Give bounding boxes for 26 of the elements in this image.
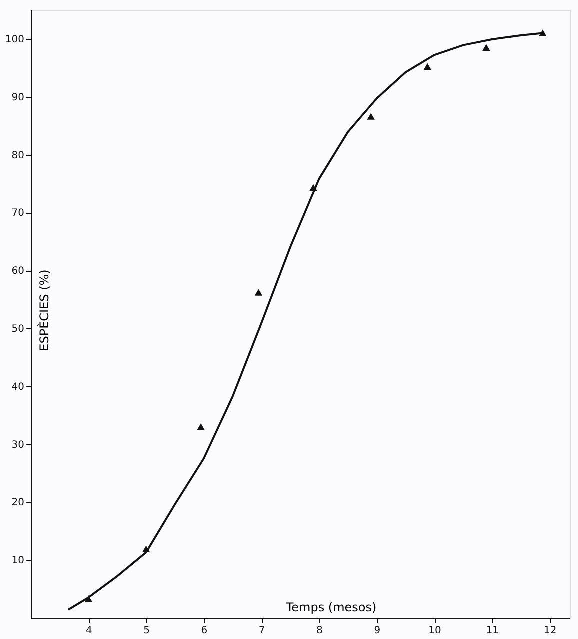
y-tick-label: 20 — [12, 498, 24, 509]
y-tick-label: 80 — [12, 150, 24, 162]
x-tick-label: 5 — [144, 626, 150, 636]
point — [367, 113, 375, 120]
x-tick-label: 4 — [86, 626, 92, 636]
y-tick-label: 10 — [12, 556, 24, 567]
x-tick-label: 10 — [428, 626, 442, 636]
y-tick-label: 50 — [12, 324, 24, 335]
y-tick-label: 30 — [12, 440, 24, 451]
y-tick-label: 40 — [12, 382, 24, 393]
point — [482, 44, 490, 51]
x-tick-label: 12 — [544, 626, 557, 636]
y-tick-label: 70 — [12, 208, 24, 220]
x-tick-label: 6 — [201, 626, 208, 636]
point — [197, 424, 205, 430]
y-tick-label: 100 — [5, 34, 24, 46]
y-tick-label: 90 — [12, 92, 24, 104]
x-tick-label: 7 — [258, 626, 266, 636]
x-tick-label: 8 — [316, 626, 323, 636]
x-tick-label: 9 — [374, 626, 381, 636]
y-tick-label: 60 — [12, 266, 24, 278]
y-axis-title: ESPÈCIES (%) — [36, 270, 52, 352]
x-axis-title: Temps (mesos) — [285, 600, 377, 614]
point — [424, 63, 432, 70]
x-tick-label: 11 — [486, 626, 500, 636]
point — [254, 289, 263, 296]
